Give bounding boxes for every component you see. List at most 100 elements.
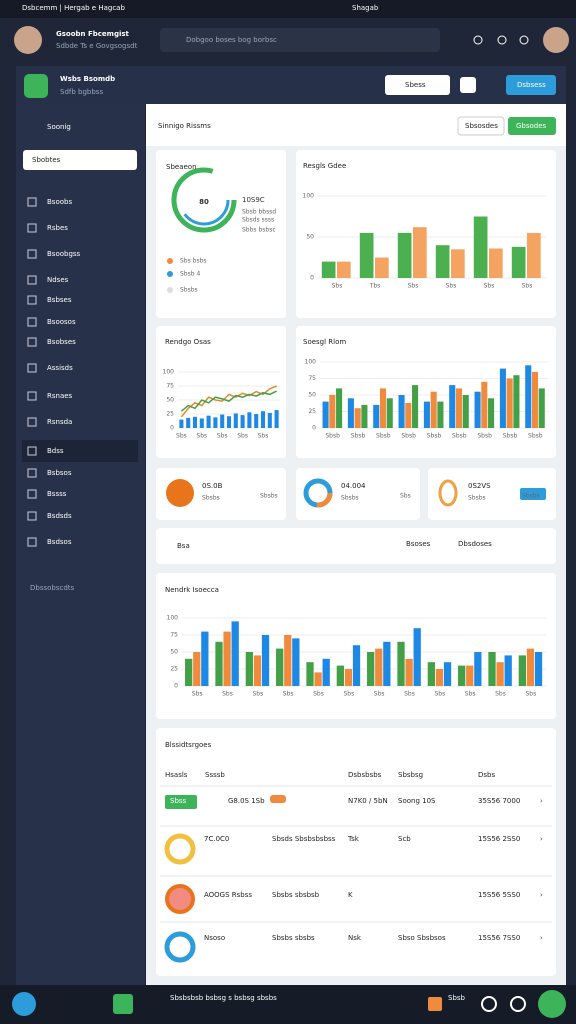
taskbar (0, 985, 576, 1024)
label: 04.004 (341, 482, 366, 490)
label: Dbsdoses (458, 540, 492, 548)
x-tick-label: Sbs (374, 691, 385, 698)
chevron[interactable]: › (540, 835, 543, 843)
label: Sdfb bgbbss (60, 88, 103, 96)
icon[interactable] (473, 35, 483, 45)
fab[interactable] (538, 990, 566, 1018)
nav-icon[interactable] (27, 391, 37, 401)
bar (213, 417, 218, 428)
bar (352, 645, 361, 686)
bar (201, 631, 209, 686)
nav-icon[interactable] (27, 275, 37, 285)
nav-icon[interactable] (27, 363, 37, 373)
y-tick-label: 100 (163, 369, 175, 376)
bar (489, 248, 503, 278)
label: Bsoobs (47, 198, 72, 206)
y-tick-label: 75 (170, 632, 178, 639)
label: Dsbs (478, 771, 495, 779)
button[interactable] (508, 117, 556, 135)
icon[interactable] (481, 996, 497, 1012)
nav-icon[interactable] (27, 197, 37, 207)
bar (215, 641, 223, 686)
nav-icon[interactable] (27, 249, 37, 259)
bar (336, 665, 344, 686)
start-button[interactable] (12, 992, 36, 1016)
nav-icon[interactable] (27, 489, 37, 499)
nav-icon[interactable] (27, 446, 37, 456)
nav-icon[interactable] (27, 317, 37, 327)
nav-icon[interactable] (27, 295, 37, 305)
gauge (171, 167, 237, 233)
bar (437, 401, 444, 428)
nav-icon[interactable] (27, 417, 37, 427)
label: Bsoosos (47, 318, 76, 326)
x-tick-label: Sbs (343, 691, 354, 698)
bar (185, 658, 193, 686)
label: 10S9C (242, 196, 265, 204)
nav-icon[interactable] (27, 468, 37, 478)
select[interactable] (385, 75, 450, 95)
x-tick-label: Sbs (404, 691, 415, 698)
icon-button[interactable] (460, 77, 476, 93)
bar (451, 249, 465, 278)
app-icon[interactable] (113, 994, 133, 1014)
label: Ssssb (205, 771, 225, 779)
bar (292, 638, 300, 686)
icon[interactable] (519, 35, 529, 45)
y-tick-label: 50 (306, 234, 314, 241)
bar (274, 410, 279, 428)
bar (206, 415, 211, 428)
label: Gbsodes (516, 122, 547, 130)
label: Sbs (400, 493, 411, 500)
label: Sbs bsbs (180, 258, 207, 265)
app-icon[interactable] (428, 997, 442, 1011)
button[interactable] (520, 488, 546, 500)
label: Nendrk Isoecca (165, 586, 219, 594)
bar (466, 665, 474, 686)
bar (504, 655, 512, 686)
avatar[interactable] (543, 27, 569, 53)
x-tick-label: Sbs (522, 283, 533, 290)
icon[interactable] (497, 35, 507, 45)
y-tick-label: 0 (312, 425, 316, 432)
sidebar-search[interactable] (23, 150, 137, 170)
label: Sbsds ssss (242, 217, 274, 224)
label: Soesgl Rlom (303, 338, 346, 346)
bar (186, 417, 191, 428)
x-tick-label: Sbs (252, 691, 263, 698)
bar (496, 662, 504, 686)
nav-icon[interactable] (27, 511, 37, 521)
chevron[interactable]: › (540, 891, 543, 899)
search-box[interactable] (160, 28, 440, 52)
y-tick-label: 50 (166, 397, 174, 404)
chevron[interactable]: › (540, 797, 543, 805)
bar (513, 375, 520, 428)
y-tick-label: 50 (170, 649, 178, 656)
label: Bssss (47, 490, 67, 498)
y-tick-label: 50 (308, 392, 316, 399)
nav-icon[interactable] (27, 337, 37, 347)
label: Sbsbs sbsbsb (272, 891, 320, 899)
bar (455, 388, 463, 428)
x-tick-label: Tbs (369, 283, 381, 290)
x-tick-label: Sbsb (503, 433, 518, 440)
chevron[interactable]: › (540, 934, 543, 942)
label: Sbsosdes (465, 122, 498, 130)
label: Gsoobn Fbcemgist (56, 30, 130, 38)
y-tick-label: 100 (305, 359, 317, 366)
label: Sbeaeon (166, 163, 197, 171)
bar (329, 395, 336, 428)
button[interactable] (457, 116, 505, 136)
bar (405, 658, 413, 686)
label: Resgls Gdee (303, 162, 346, 170)
label: Bdss (47, 447, 64, 455)
icon[interactable] (510, 996, 526, 1012)
button[interactable] (506, 75, 556, 95)
nav-icon[interactable] (27, 223, 37, 233)
bar (397, 641, 405, 686)
nav-icon[interactable] (27, 537, 37, 547)
avatar[interactable] (14, 26, 42, 54)
label: Dsbsess (517, 81, 546, 89)
label: Bsa (177, 542, 190, 550)
legend-dot (167, 271, 173, 277)
